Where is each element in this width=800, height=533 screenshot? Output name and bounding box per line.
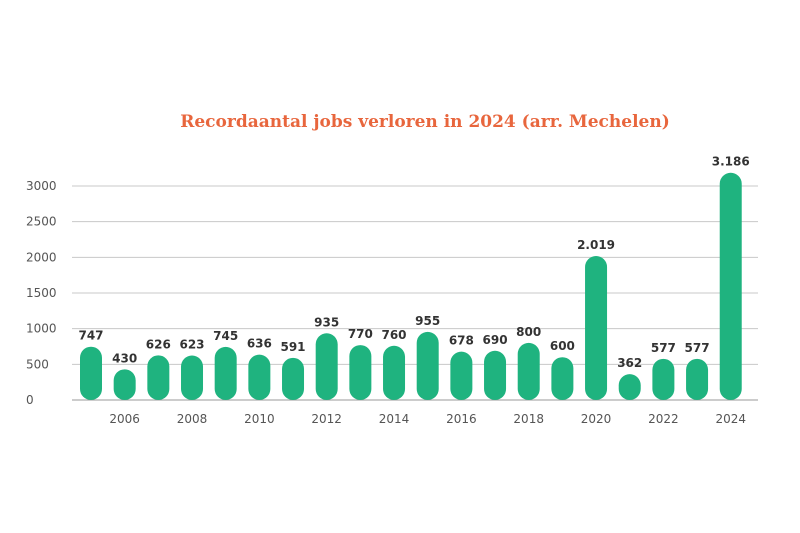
data-label-2013: 770 (348, 327, 373, 341)
y-tick-label: 3000 (26, 179, 57, 193)
y-tick-label: 1500 (26, 286, 57, 300)
x-tick-label-2006: 2006 (109, 412, 140, 426)
bar-2016 (450, 351, 473, 400)
bar-2008 (181, 355, 204, 400)
y-tick-label: 500 (26, 357, 49, 371)
x-tick-label-2020: 2020 (581, 412, 612, 426)
data-label-2022: 577 (651, 341, 676, 355)
x-tick-label-2022: 2022 (648, 412, 679, 426)
data-label-2010: 636 (247, 337, 272, 351)
bar-2024 (719, 172, 742, 400)
x-axis-ticks: 2006 2008 2010 2012 2014 2016 2018 2020 2022 2024 (109, 412, 746, 426)
data-label-2024: 3.186 (712, 155, 750, 169)
chart-title: Recordaantal jobs verloren in 2024 (arr.… (180, 112, 670, 132)
bar-2021 (618, 374, 641, 400)
bar-2019 (551, 357, 574, 400)
data-label-2007: 626 (146, 337, 171, 351)
bar-2020 (585, 255, 608, 400)
y-tick-label: 0 (26, 393, 34, 407)
x-tick-label-2016: 2016 (446, 412, 477, 426)
y-tick-label: 2500 (26, 215, 57, 229)
bar-2011 (282, 357, 305, 400)
data-label-2021: 362 (617, 356, 642, 370)
bar-2014 (383, 345, 406, 400)
data-label-2009: 745 (213, 329, 238, 343)
x-tick-label-2024: 2024 (715, 412, 746, 426)
data-label-2016: 678 (449, 334, 474, 348)
bar-2013 (349, 345, 372, 400)
y-tick-label: 1000 (26, 322, 57, 336)
data-label-2019: 600 (550, 339, 575, 353)
data-label-2005: 747 (78, 329, 103, 343)
bar-2017 (484, 350, 507, 400)
bar-2022 (652, 358, 675, 400)
bar-2018 (517, 342, 540, 400)
bars (80, 172, 742, 400)
x-tick-label-2014: 2014 (379, 412, 410, 426)
x-tick-label-2008: 2008 (177, 412, 208, 426)
bar-2007 (147, 355, 170, 400)
data-labels: 747 430 626 623 745 636 591 935 770 760 955 678 690 8… (78, 155, 749, 370)
bar-2006 (113, 369, 136, 400)
data-label-2020: 2.019 (577, 238, 615, 252)
y-axis-ticks: 0 500 1000 1500 2000 2500 3000 (26, 179, 57, 407)
data-label-2011: 591 (280, 340, 305, 354)
data-label-2006: 430 (112, 351, 137, 365)
bar-2009 (214, 346, 237, 400)
data-label-2014: 760 (381, 328, 406, 342)
data-label-2018: 800 (516, 325, 541, 339)
bar-2010 (248, 354, 271, 400)
bar-2023 (686, 358, 709, 400)
x-tick-label-2010: 2010 (244, 412, 275, 426)
y-tick-label: 2000 (26, 250, 57, 264)
data-label-2008: 623 (179, 338, 204, 352)
bar-2012 (315, 333, 338, 400)
data-label-2023: 577 (685, 341, 710, 355)
bar-2015 (416, 331, 439, 400)
bar-2005 (80, 346, 102, 400)
data-label-2012: 935 (314, 315, 339, 329)
x-tick-label-2018: 2018 (513, 412, 544, 426)
grid-lines (72, 185, 758, 401)
x-tick-label-2012: 2012 (311, 412, 342, 426)
data-label-2017: 690 (483, 333, 508, 347)
data-label-2015: 955 (415, 314, 440, 328)
